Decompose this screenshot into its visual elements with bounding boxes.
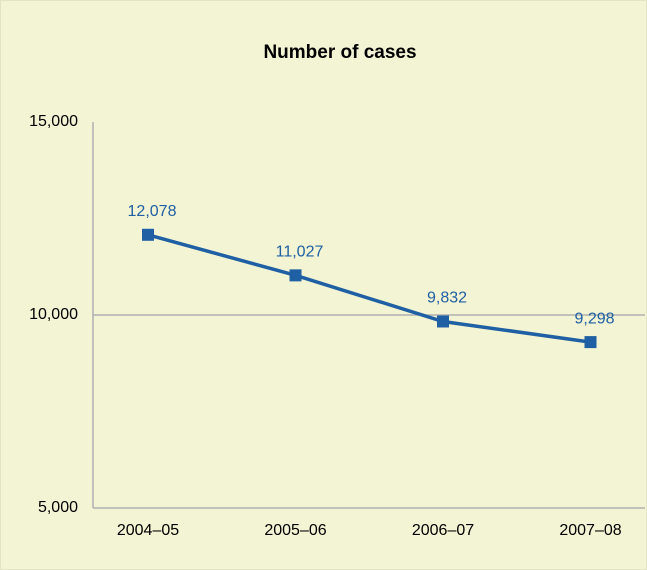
- marker: [142, 228, 154, 241]
- x-tick-label: 2007–08: [559, 522, 621, 539]
- chart-title: Number of cases: [263, 42, 416, 63]
- x-tick-label: 2005–06: [264, 522, 326, 539]
- y-tick-label: 5,000: [38, 499, 78, 516]
- series-line: [147, 233, 591, 344]
- data-label: 9,832: [427, 290, 467, 307]
- data-label: 11,027: [276, 244, 324, 261]
- marker: [584, 336, 597, 349]
- y-tick-label: 10,000: [29, 306, 78, 323]
- data-label: 12,078: [128, 203, 177, 220]
- x-tick-label: 2006–07: [412, 522, 474, 539]
- y-tick-label: 15,000: [29, 113, 78, 130]
- x-tick-label: 2004–05: [117, 522, 179, 539]
- data-label: 9,298: [574, 310, 614, 327]
- marker: [289, 269, 302, 282]
- marker: [437, 315, 449, 328]
